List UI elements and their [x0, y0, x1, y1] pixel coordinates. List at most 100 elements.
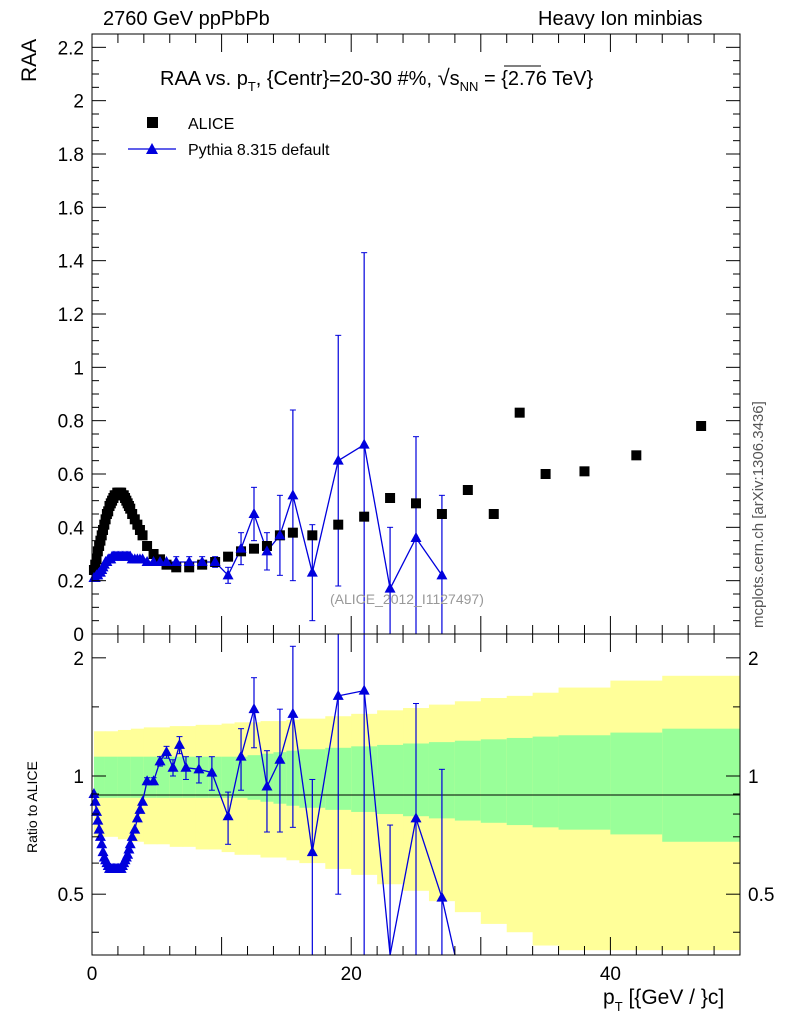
- pythia-point: [235, 542, 247, 553]
- xlabel-subscript-t: T: [615, 999, 623, 1014]
- pythia-point: [274, 529, 286, 540]
- ratio-point: [222, 810, 234, 821]
- alice-point: [100, 514, 111, 525]
- alice-point: [92, 546, 103, 557]
- main-data-layer: [88, 252, 707, 635]
- green-band-segment: [93, 756, 106, 798]
- main-ytick-label: 2: [73, 92, 84, 113]
- ratio-ytick-label: 0.5: [58, 885, 84, 906]
- ratio-axes: 0.5 0.51 12 20 20 40: [58, 634, 774, 985]
- ratio-point: [148, 775, 160, 786]
- alice-point: [696, 421, 707, 431]
- alice-point: [462, 485, 473, 495]
- main-ytick-label: 0.4: [58, 518, 85, 539]
- header-right: Heavy Ion minbias: [538, 8, 703, 30]
- green-band-segment: [454, 740, 482, 821]
- green-band-segment: [221, 756, 236, 798]
- legend-alice-label: ALICE: [188, 116, 234, 133]
- alice-point: [385, 493, 396, 503]
- pythia-point: [222, 569, 234, 580]
- title-subscript-t: T: [248, 79, 256, 94]
- alice-point: [103, 506, 114, 517]
- pythia-point: [384, 582, 396, 593]
- alice-point: [249, 543, 259, 554]
- ratio-point: [436, 891, 448, 902]
- main-ytick-label: 0.6: [58, 465, 84, 486]
- alice-point: [137, 530, 148, 541]
- alice-point: [95, 535, 106, 546]
- green-band-segment: [662, 728, 741, 842]
- watermark: (ALICE_2012_I1127497): [330, 591, 484, 607]
- main-ytick-label: 1.8: [58, 145, 84, 166]
- ratio-point: [306, 846, 318, 857]
- alice-point: [171, 562, 182, 573]
- alice-point: [436, 509, 447, 519]
- pythia-point: [436, 569, 448, 580]
- ratio-xtick-label: 40: [600, 964, 621, 985]
- ratio-point: [134, 803, 146, 814]
- ratio-ytick-label: 1: [73, 767, 84, 788]
- ratio-point: [91, 805, 103, 816]
- green-band-segment: [558, 735, 611, 830]
- ratio-point: [129, 823, 141, 834]
- ratio-point: [154, 755, 166, 766]
- alice-point: [94, 541, 105, 551]
- alice-point: [287, 527, 298, 538]
- green-band-segment: [104, 756, 119, 798]
- alice-point: [359, 511, 370, 522]
- alice-point: [579, 466, 590, 477]
- main-ytick-label: 1.2: [58, 305, 84, 326]
- pythia-point: [287, 489, 299, 500]
- green-band-segment: [532, 736, 560, 828]
- pythia-point: [196, 556, 208, 566]
- ratio-point: [287, 707, 299, 718]
- main-ytick-label: 0.8: [58, 412, 84, 433]
- ratio-point: [180, 761, 192, 772]
- green-band-segment: [377, 744, 404, 815]
- ratio-point: [96, 838, 108, 849]
- main-ytick-label: 2.2: [58, 38, 84, 59]
- alice-point: [411, 498, 421, 509]
- alice-point: [98, 525, 109, 535]
- main-ytick-label: 0.2: [58, 572, 84, 593]
- alice-point: [91, 554, 102, 565]
- alice-point: [540, 469, 551, 479]
- alice-point: [90, 559, 101, 570]
- ratio-point: [97, 846, 109, 857]
- side-reference: mcplots.cern.ch [arXiv:1306.3436]: [750, 401, 767, 628]
- alice-point: [99, 519, 110, 530]
- green-band-segment: [480, 739, 508, 823]
- main-ytick-label: 1.6: [58, 198, 84, 219]
- ratio-point: [332, 689, 344, 700]
- ratio-frame: [91, 633, 741, 956]
- alice-point: [307, 530, 318, 541]
- header-left: 2760 GeV ppPbPb: [103, 8, 270, 30]
- green-band-segment: [195, 756, 210, 798]
- ratio-point: [137, 795, 149, 806]
- title-part-c: , {Centr}=20-30 #%,: [256, 68, 438, 90]
- ratio-xlabel: pT [{GeV / }c]: [603, 986, 724, 1014]
- green-band-segment: [169, 756, 184, 798]
- pythia-point: [410, 532, 422, 542]
- pythia-point: [261, 545, 273, 556]
- alice-point: [132, 519, 143, 530]
- ratio-point: [122, 848, 134, 859]
- title-part-d: s: [450, 68, 460, 90]
- alice-point: [96, 530, 107, 541]
- ratio-ytick-label-right: 0.5: [748, 885, 774, 906]
- ratio-panel: 0.5 0.51 12 20 20 40 Ratio to ALICE pT [{GeV …: [24, 633, 774, 1014]
- ratio-ytick-label-right: 2: [748, 649, 759, 670]
- ratio-data-layer: [88, 634, 456, 956]
- green-band-segment: [610, 732, 663, 835]
- ratio-point: [235, 750, 247, 761]
- ratio-point: [248, 703, 260, 714]
- ratio-point: [274, 753, 286, 764]
- pythia-point: [332, 454, 344, 465]
- ratio-point: [161, 746, 173, 757]
- main-ytick-label: 1.4: [58, 252, 85, 273]
- ratio-point: [94, 830, 106, 841]
- ratio-point: [126, 830, 138, 841]
- alice-point: [134, 525, 145, 535]
- ratio-point: [88, 787, 100, 798]
